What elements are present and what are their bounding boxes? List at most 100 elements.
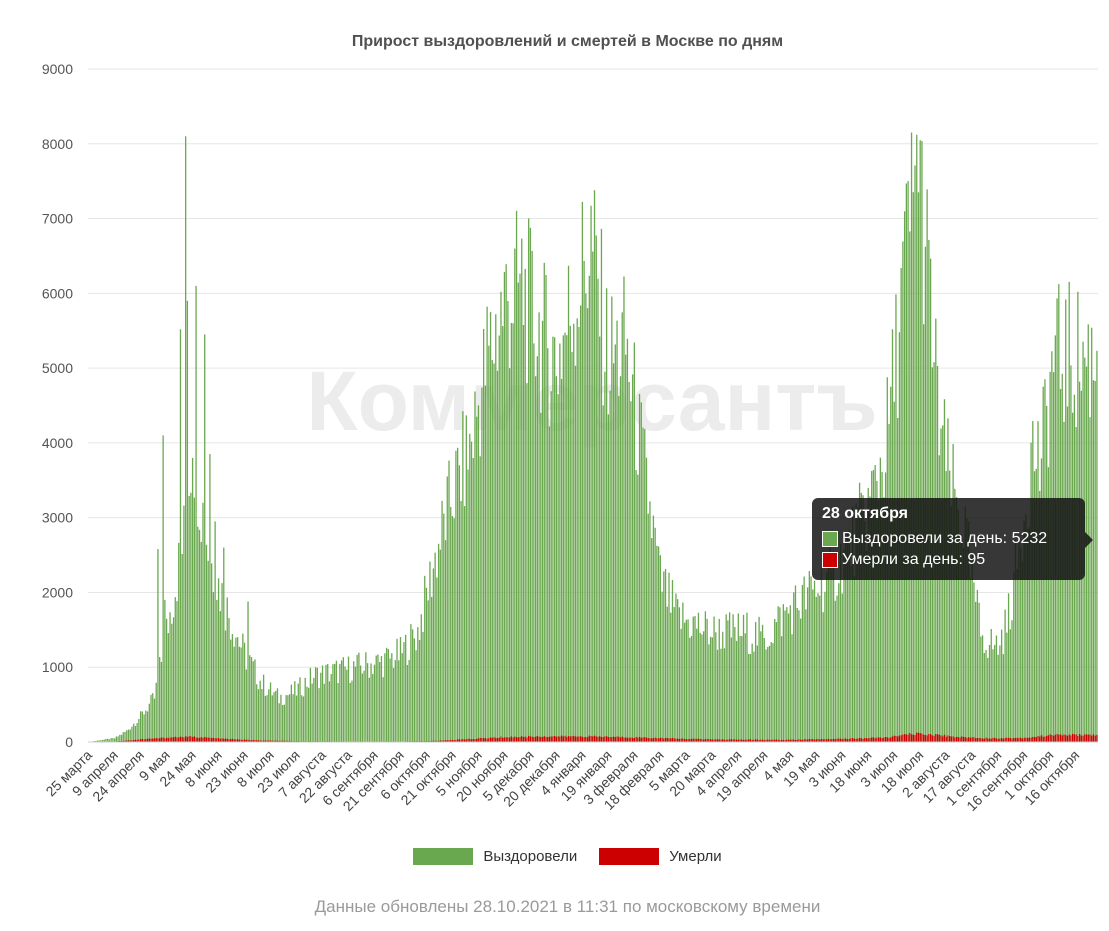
deaths-bar[interactable] [233, 739, 235, 742]
deaths-bar[interactable] [434, 740, 436, 742]
recovered-bar[interactable] [638, 393, 641, 742]
recovered-bar[interactable] [238, 646, 241, 742]
recovered-bar[interactable] [207, 560, 209, 742]
recovered-bar[interactable] [157, 549, 159, 742]
deaths-bar[interactable] [207, 737, 209, 742]
recovered-bar[interactable] [976, 589, 979, 742]
deaths-bar[interactable] [1073, 734, 1076, 742]
recovered-bar[interactable] [858, 482, 861, 742]
deaths-bar[interactable] [262, 740, 265, 742]
recovered-bar[interactable] [848, 529, 850, 742]
deaths-bar[interactable] [155, 737, 157, 742]
deaths-bar[interactable] [704, 739, 707, 742]
deaths-bar[interactable] [226, 738, 228, 742]
recovered-bar[interactable] [476, 416, 478, 742]
deaths-bar[interactable] [477, 738, 480, 742]
recovered-bar[interactable] [940, 428, 942, 742]
recovered-bar[interactable] [616, 320, 618, 742]
deaths-bar[interactable] [699, 739, 701, 742]
recovered-bar[interactable] [230, 639, 232, 742]
deaths-bar[interactable] [1004, 737, 1006, 742]
deaths-bar[interactable] [489, 737, 492, 742]
recovered-bar[interactable] [235, 637, 237, 742]
recovered-bar[interactable] [462, 411, 464, 742]
deaths-bar[interactable] [981, 738, 984, 742]
deaths-bar[interactable] [230, 739, 232, 742]
recovered-bar[interactable] [910, 132, 913, 742]
recovered-bar[interactable] [320, 672, 322, 742]
deaths-bar[interactable] [784, 740, 786, 742]
recovered-bar[interactable] [129, 729, 131, 742]
deaths-bar[interactable] [297, 740, 299, 742]
recovered-bar[interactable] [124, 731, 126, 742]
deaths-bar[interactable] [465, 739, 467, 742]
recovered-bar[interactable] [626, 338, 629, 742]
deaths-bar[interactable] [675, 738, 677, 742]
recovered-bar[interactable] [1032, 421, 1034, 742]
recovered-bar[interactable] [1040, 458, 1043, 742]
deaths-bar[interactable] [228, 739, 230, 742]
deaths-bar[interactable] [165, 737, 168, 742]
recovered-bar[interactable] [599, 336, 601, 742]
deaths-bar[interactable] [1056, 733, 1058, 742]
recovered-bar[interactable] [763, 637, 765, 742]
deaths-bar[interactable] [652, 738, 655, 742]
deaths-bar[interactable] [976, 737, 979, 742]
deaths-bar[interactable] [519, 736, 521, 742]
recovered-bar[interactable] [796, 607, 798, 742]
recovered-bar[interactable] [311, 683, 313, 742]
recovered-bar[interactable] [907, 181, 909, 742]
deaths-bar[interactable] [936, 734, 939, 742]
deaths-bar[interactable] [129, 740, 131, 742]
deaths-bar[interactable] [801, 739, 804, 742]
recovered-bar[interactable] [789, 605, 791, 742]
deaths-bar[interactable] [514, 736, 516, 742]
deaths-bar[interactable] [843, 738, 845, 742]
deaths-bar[interactable] [950, 736, 953, 742]
deaths-bar[interactable] [1002, 738, 1005, 742]
recovered-bar[interactable] [514, 248, 516, 742]
deaths-bar[interactable] [631, 737, 634, 742]
recovered-bar[interactable] [952, 444, 954, 742]
recovered-bar[interactable] [751, 643, 753, 742]
recovered-bar[interactable] [297, 683, 299, 742]
deaths-bar[interactable] [727, 739, 729, 742]
recovered-bar[interactable] [590, 205, 592, 743]
recovered-bar[interactable] [673, 607, 675, 742]
deaths-bar[interactable] [656, 738, 658, 742]
recovered-bar[interactable] [498, 335, 500, 742]
recovered-bar[interactable] [852, 506, 854, 742]
recovered-bar[interactable] [987, 657, 989, 742]
deaths-bar[interactable] [888, 737, 890, 742]
recovered-bar[interactable] [437, 543, 440, 742]
recovered-bar[interactable] [358, 652, 360, 742]
deaths-bar[interactable] [441, 740, 443, 743]
deaths-bar[interactable] [469, 738, 471, 742]
recovered-bar[interactable] [754, 622, 757, 742]
deaths-bar[interactable] [815, 739, 817, 742]
recovered-bar[interactable] [805, 609, 807, 742]
recovered-bar[interactable] [164, 599, 166, 742]
deaths-bar[interactable] [668, 738, 670, 742]
recovered-bar[interactable] [959, 538, 961, 742]
recovered-bar[interactable] [696, 628, 698, 742]
recovered-bar[interactable] [337, 683, 339, 742]
deaths-bar[interactable] [869, 738, 871, 742]
recovered-bar[interactable] [113, 738, 116, 742]
recovered-bar[interactable] [997, 654, 999, 742]
deaths-bar[interactable] [832, 738, 835, 742]
recovered-bar[interactable] [649, 501, 651, 742]
recovered-bar[interactable] [285, 695, 287, 742]
deaths-bar[interactable] [457, 739, 459, 742]
deaths-bar[interactable] [252, 739, 254, 742]
deaths-bar[interactable] [709, 739, 712, 742]
recovered-bar[interactable] [505, 264, 507, 742]
recovered-bar[interactable] [1039, 490, 1041, 742]
deaths-bar[interactable] [839, 738, 842, 742]
recovered-bar[interactable] [134, 725, 137, 742]
deaths-bar[interactable] [923, 734, 925, 742]
deaths-bar[interactable] [926, 735, 928, 742]
deaths-bar[interactable] [462, 739, 464, 742]
recovered-bar[interactable] [259, 680, 261, 742]
deaths-bar[interactable] [943, 734, 946, 742]
